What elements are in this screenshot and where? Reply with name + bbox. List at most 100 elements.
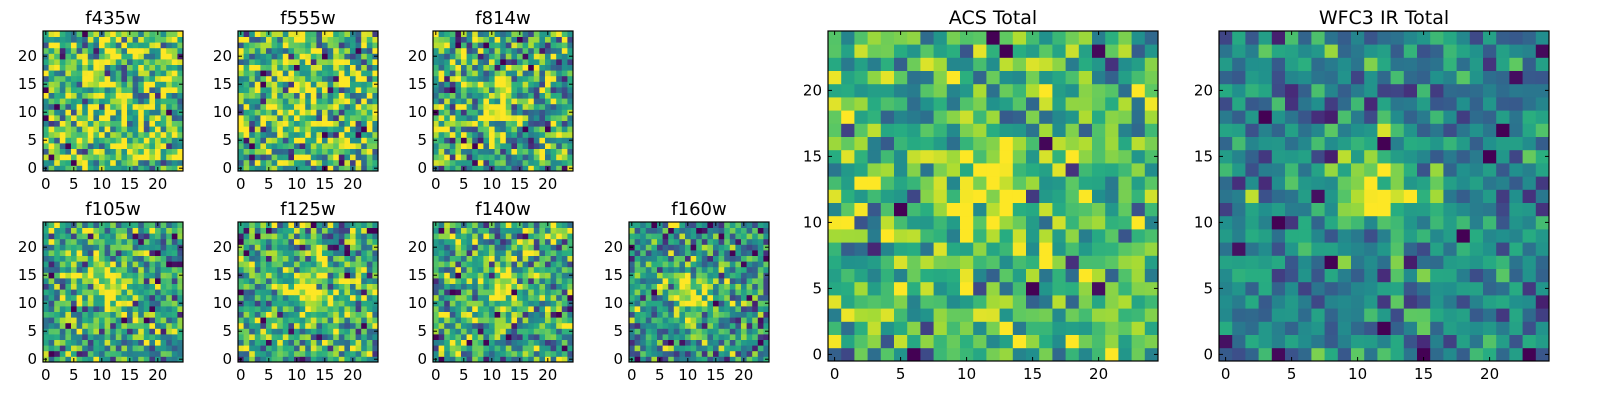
heatmap-cell <box>729 266 736 273</box>
heatmap-cell <box>87 266 94 273</box>
heatmap-cell <box>59 131 66 138</box>
heatmap-cell <box>449 92 456 99</box>
heatmap-cell <box>54 250 61 256</box>
heatmap-cell <box>138 98 145 105</box>
heatmap-cell <box>350 334 356 340</box>
heatmap-cell <box>43 59 49 65</box>
heatmap-cell <box>238 294 244 301</box>
heatmap-cell <box>171 322 178 329</box>
heatmap-cell <box>433 92 439 99</box>
heatmap-cell <box>104 109 111 116</box>
heatmap-cell <box>260 109 267 116</box>
heatmap-cell <box>155 75 161 82</box>
heatmap-cell <box>366 47 373 54</box>
heatmap-cell <box>533 165 540 172</box>
heatmap-cell <box>160 120 167 127</box>
heatmap-cell <box>1131 334 1146 349</box>
heatmap-cell <box>841 163 855 177</box>
heatmap-cell <box>121 244 128 251</box>
heatmap-cell <box>299 272 306 279</box>
heatmap-cell <box>149 53 156 60</box>
heatmap-cell <box>48 334 55 340</box>
heatmap-cell <box>177 59 184 65</box>
chart-title: f555w <box>280 8 335 29</box>
x-tick-label: 15 <box>120 366 139 384</box>
heatmap-cell <box>505 300 512 307</box>
x-tick-label: 20 <box>538 175 557 193</box>
heatmap-cell <box>121 87 128 93</box>
heatmap-cell <box>449 255 456 262</box>
heatmap-cell <box>271 306 278 312</box>
heatmap-cell <box>741 306 747 312</box>
heatmap-cell <box>121 70 128 77</box>
heatmap-cell <box>528 36 535 43</box>
heatmap-cell <box>271 75 278 82</box>
heatmap-cell <box>294 238 300 245</box>
heatmap-cell <box>1026 215 1040 230</box>
heatmap-cell <box>880 295 895 309</box>
heatmap-cell <box>171 103 178 110</box>
heatmap-cell <box>690 317 697 324</box>
heatmap-cell <box>854 334 868 349</box>
heatmap-cell <box>338 31 345 37</box>
heatmap-cell <box>673 238 680 245</box>
heatmap-cell <box>828 229 842 243</box>
heatmap-cell <box>143 272 150 279</box>
heatmap-cell <box>115 345 122 352</box>
heatmap-cell <box>171 137 178 144</box>
heatmap-cell <box>517 278 523 284</box>
heatmap-cell <box>65 250 72 256</box>
heatmap-cell <box>127 255 133 262</box>
heatmap-cell <box>177 154 184 161</box>
heatmap-cell <box>59 311 66 318</box>
heatmap-cell <box>679 255 686 262</box>
heatmap-cell <box>171 294 178 301</box>
heatmap-cell <box>143 289 150 296</box>
heatmap-cell <box>260 75 267 82</box>
heatmap-cell <box>461 103 467 110</box>
heatmap-cell <box>472 339 479 346</box>
heatmap-cell <box>366 250 373 256</box>
heatmap-cell <box>522 115 529 121</box>
heatmap-cell <box>444 244 451 251</box>
heatmap-cell <box>294 131 300 138</box>
heatmap-cell <box>466 289 473 296</box>
heatmap-cell <box>254 322 261 329</box>
heatmap-cell <box>160 339 167 346</box>
heatmap-cell <box>249 120 256 127</box>
heatmap-cell <box>372 261 379 268</box>
heatmap-cell <box>76 261 83 268</box>
heatmap-cell <box>483 289 490 296</box>
heatmap-cell <box>316 272 323 279</box>
heatmap-cell <box>489 278 495 284</box>
heatmap-cell <box>132 250 139 256</box>
heatmap-cell <box>149 120 156 127</box>
heatmap-cell <box>1105 176 1119 190</box>
heatmap-cell <box>752 356 759 363</box>
heatmap-cell <box>1092 255 1106 269</box>
heatmap-cell <box>1105 255 1119 269</box>
heatmap-cell <box>657 322 663 329</box>
heatmap-cell <box>372 227 379 234</box>
heatmap-cell <box>115 250 122 256</box>
heatmap-cell <box>907 268 921 283</box>
heatmap-cell <box>138 222 145 228</box>
heatmap-cell <box>138 328 145 335</box>
heatmap-cell <box>894 308 908 322</box>
heatmap-cell <box>841 149 855 164</box>
heatmap-cell <box>350 272 356 279</box>
heatmap-cell <box>690 250 697 256</box>
heatmap-cell <box>466 98 473 105</box>
heatmap-cell <box>433 306 439 312</box>
heatmap-cell <box>160 345 167 352</box>
heatmap-cell <box>355 131 362 138</box>
heatmap-cell <box>143 148 150 155</box>
heatmap-cell <box>155 159 161 166</box>
heatmap-cell <box>685 227 691 234</box>
heatmap-cell <box>355 233 362 240</box>
heatmap-cell <box>171 70 178 77</box>
heatmap-cell <box>746 261 753 268</box>
heatmap-cell <box>1118 255 1132 269</box>
heatmap-cell <box>338 272 345 279</box>
